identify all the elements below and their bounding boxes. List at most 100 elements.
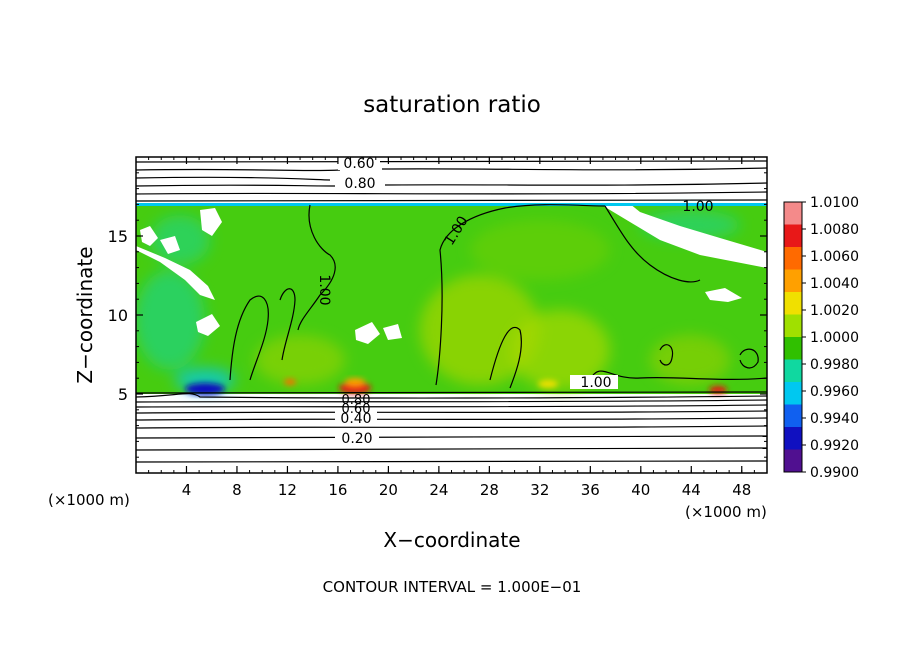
colorbar-swatch	[784, 292, 802, 315]
plot-area: 0.60 0.80 0.80 0.60 0.40 0.20 1.00 1.00 …	[136, 156, 767, 473]
contour-bottom	[136, 410, 767, 414]
colorbar-swatch	[784, 269, 802, 293]
cool-patch	[150, 215, 210, 265]
colorbar-label: 1.0100	[810, 195, 859, 211]
contour-top	[136, 182, 767, 187]
contour-label: 1.00	[580, 375, 611, 391]
label-bg	[338, 157, 380, 170]
contour-label: 0.60	[342, 402, 371, 417]
minor-ticks	[135, 156, 768, 474]
clear-air-patch	[705, 288, 742, 302]
clear-air-band	[600, 204, 767, 268]
y-axis: 5 10 15	[108, 227, 767, 404]
contour-top	[136, 176, 331, 181]
colorbar-label: 0.9980	[810, 357, 859, 373]
x-tick-label: 32	[530, 481, 549, 499]
x-tick-label: 40	[631, 481, 650, 499]
clear-air-patch	[355, 322, 380, 344]
x-tick-label: 4	[182, 481, 192, 499]
clear-air-patch	[140, 226, 158, 246]
contour-label: 0.80	[344, 176, 375, 192]
cool-patch	[136, 270, 205, 370]
x-tick-label: 16	[328, 481, 347, 499]
contour-bottom	[136, 391, 767, 394]
moist-spot	[345, 378, 365, 386]
clear-air-band	[136, 246, 215, 300]
colorbar: 1.0100 1.0080 1.0060 1.0040 1.0020 1.0000 0.99…	[783, 195, 859, 481]
contour-1.00	[659, 344, 674, 366]
contour-bottom	[136, 460, 767, 463]
y-tick-label: 5	[118, 385, 128, 404]
x-tick-label: 28	[480, 481, 499, 499]
contour-1.00	[489, 327, 522, 389]
colorbar-label: 0.9940	[810, 411, 859, 427]
colorbar-swatch	[784, 337, 802, 360]
contour-1.00	[279, 288, 296, 361]
colorbar-swatch	[784, 382, 802, 405]
contour-1.00	[604, 205, 701, 283]
contour-label: 1.00	[682, 199, 713, 215]
label-bg	[337, 176, 383, 190]
contour-bottom	[136, 399, 767, 403]
colorbar-label: 1.0080	[810, 222, 859, 238]
colorbar-swatch	[784, 427, 802, 450]
x-axis-label: X−coordinate	[383, 528, 520, 552]
clear-air-patch	[196, 314, 220, 336]
contour-label: 0.60	[343, 156, 374, 172]
x-unit-right: (×1000 m)	[685, 503, 767, 521]
contour-interval-note: CONTOUR INTERVAL = 1.000E−01	[323, 578, 582, 596]
clear-air-patch	[160, 236, 180, 254]
y-tick-label: 15	[108, 227, 128, 246]
colorbar-label: 0.9920	[810, 438, 859, 454]
contour-lines	[136, 160, 767, 463]
colorbar-label: 1.0060	[810, 249, 859, 265]
contour-bottom	[136, 404, 767, 408]
colorbar-swatch	[784, 359, 802, 383]
moist-spot	[709, 386, 727, 394]
colorbar-label: 1.0020	[810, 303, 859, 319]
chart-title: saturation ratio	[363, 92, 541, 118]
label-bg	[570, 375, 618, 389]
colorbar-label: 0.9960	[810, 384, 859, 400]
contour-top	[136, 191, 767, 195]
dry-spot	[185, 383, 225, 395]
contour-bottom	[136, 425, 767, 429]
y-axis-label: Z−coordinate	[73, 246, 97, 383]
bright-patch	[470, 220, 610, 280]
contour-label: 0.20	[341, 431, 372, 447]
colorbar-label: 1.0040	[810, 276, 859, 292]
x-axis: 4 8 12 16 20 24 28 32 36 40 44 48	[182, 157, 751, 499]
bright-patch	[650, 335, 730, 385]
x-tick-label: 12	[278, 481, 297, 499]
x-tick-label: 44	[682, 481, 701, 499]
colorbar-label: 0.9900	[810, 465, 859, 481]
x-tick-label: 24	[429, 481, 448, 499]
contour-label: 0.40	[340, 411, 371, 427]
clear-air-patch	[383, 324, 402, 340]
colorbar-swatch	[784, 224, 802, 248]
contour-bottom	[136, 393, 767, 399]
contour-1.00	[589, 370, 767, 381]
bright-patch	[510, 310, 610, 390]
contour-1.00	[435, 204, 606, 386]
colorbar-swatch	[784, 202, 802, 225]
moist-spot	[538, 380, 558, 388]
x-tick-label: 36	[581, 481, 600, 499]
contour-1.00	[229, 295, 269, 381]
cloud-field	[136, 203, 767, 395]
colorbar-label: 1.0000	[810, 330, 859, 346]
moist-spot	[339, 382, 371, 394]
contour-label: 1.00	[316, 274, 332, 305]
contour-bottom	[136, 417, 767, 421]
colorbar-swatch	[784, 314, 802, 338]
colorbar-swatch	[784, 247, 802, 270]
contour-1.00	[297, 204, 336, 331]
moist-spot	[284, 379, 296, 385]
contour-top	[136, 167, 767, 172]
x-tick-label: 20	[379, 481, 398, 499]
x-unit-left: (×1000 m)	[48, 491, 130, 509]
colorbar-swatch	[784, 449, 802, 473]
colorbar-swatch	[784, 404, 802, 428]
x-tick-label: 8	[232, 481, 242, 499]
